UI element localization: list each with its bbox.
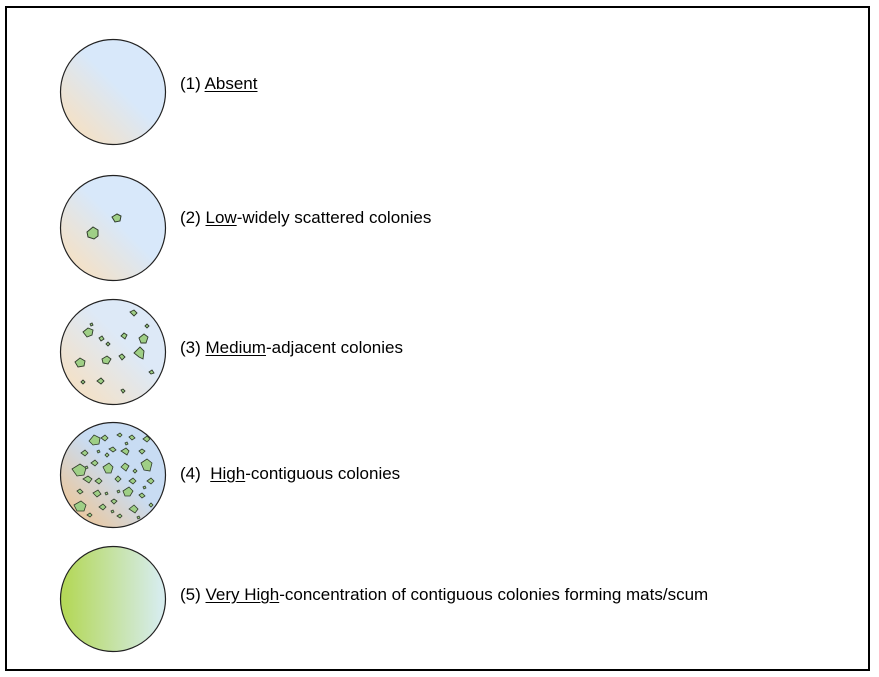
- level-2-keyword: Low: [205, 208, 237, 227]
- colony: [74, 357, 86, 368]
- colony: [144, 323, 150, 329]
- colony: [128, 477, 137, 485]
- high-sample-icon: [59, 421, 167, 529]
- colony: [82, 475, 93, 484]
- medium-sample-circle: [59, 298, 167, 406]
- colony: [102, 462, 114, 474]
- colony: [116, 432, 123, 438]
- colony: [138, 492, 146, 499]
- colony: [148, 369, 155, 375]
- colony: [114, 475, 122, 483]
- colony: [120, 388, 126, 394]
- colony: [98, 503, 107, 511]
- colony: [138, 448, 146, 455]
- colony: [133, 346, 145, 360]
- level-3-row: (3) Medium-adjacent colonies: [7, 298, 868, 408]
- absent-sample-icon: [59, 38, 167, 146]
- colony: [73, 500, 87, 512]
- colony: [142, 485, 147, 490]
- colony: [118, 353, 126, 361]
- colony: [120, 332, 128, 340]
- level-2-row: (2) Low-widely scattered colonies: [7, 174, 868, 284]
- colony: [120, 447, 130, 456]
- colony: [128, 504, 139, 514]
- colony: [105, 341, 111, 347]
- colony: [80, 379, 86, 385]
- colony: [111, 213, 122, 223]
- colony: [94, 477, 103, 485]
- colony: [98, 335, 105, 342]
- colony: [146, 477, 155, 485]
- colony: [148, 502, 154, 508]
- colony: [71, 463, 87, 477]
- colony: [101, 355, 112, 365]
- colony: [100, 434, 109, 442]
- low-sample-circle: [59, 174, 167, 282]
- level-1-keyword: Absent: [204, 74, 258, 93]
- colony: [116, 489, 121, 494]
- colony: [90, 459, 99, 467]
- colony: [82, 327, 94, 338]
- level-4-keyword: High: [210, 464, 246, 483]
- colony: [88, 434, 101, 446]
- colony: [142, 435, 151, 443]
- diagram-frame: (1) Absent (2) Low-widely scattered colo…: [5, 6, 870, 671]
- absent-sample-circle: [59, 38, 167, 146]
- level-3-label: (3) Medium-adjacent colonies: [180, 338, 403, 357]
- colony: [120, 462, 130, 472]
- colony: [104, 491, 109, 496]
- colony: [116, 513, 123, 519]
- very-high-sample-icon: [59, 545, 167, 653]
- colony: [128, 434, 136, 441]
- colony: [80, 449, 89, 457]
- colony: [132, 468, 138, 474]
- colony: [138, 333, 149, 344]
- level-5-keyword: Very High: [205, 585, 280, 604]
- level-4-row: (4) High-contiguous colonies: [7, 421, 868, 531]
- colony: [104, 452, 110, 458]
- colony: [110, 498, 118, 505]
- colony: [108, 446, 117, 453]
- colony: [110, 509, 115, 514]
- colony: [96, 377, 105, 385]
- level-4-label: (4) High-contiguous colonies: [180, 464, 401, 483]
- level-2-label: (2) Low-widely scattered colonies: [180, 208, 432, 227]
- high-sample-circle: [59, 421, 167, 529]
- colony: [86, 512, 93, 518]
- level-3-keyword: Medium: [205, 338, 266, 357]
- level-5-row: (5) Very High-concentration of contiguou…: [7, 545, 868, 655]
- colony: [76, 488, 84, 495]
- very-high-sample-circle: [59, 545, 167, 653]
- colony: [84, 465, 89, 470]
- colony: [96, 449, 101, 454]
- colony: [136, 515, 141, 520]
- colony: [86, 226, 99, 240]
- colony: [129, 309, 138, 317]
- colony: [92, 489, 102, 498]
- low-sample-icon: [59, 174, 167, 282]
- colony: [124, 441, 129, 446]
- level-1-row: (1) Absent: [7, 38, 868, 148]
- medium-sample-icon: [59, 298, 167, 406]
- colony: [122, 486, 134, 497]
- level-1-label: (1) Absent: [180, 74, 258, 93]
- colony: [140, 458, 153, 472]
- colony: [89, 322, 94, 327]
- level-5-label: (5) Very High-concentration of contiguou…: [180, 585, 709, 604]
